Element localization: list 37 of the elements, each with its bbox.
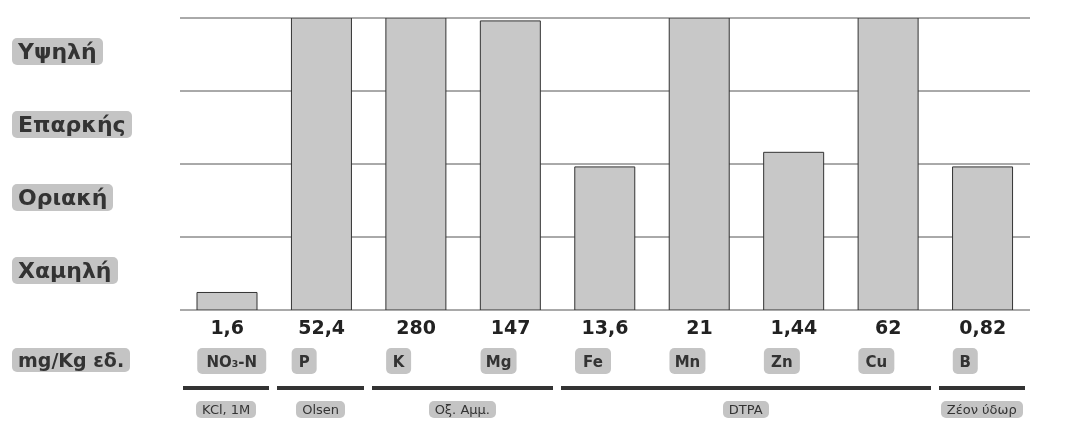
text: 52,4 [297, 316, 347, 338]
text: 147 [489, 316, 532, 338]
x-tick-label: Mg [485, 353, 512, 371]
bar [196, 291, 258, 310]
x-tick-label: Mn [674, 353, 701, 371]
x-tick-label: Fe [583, 353, 603, 371]
bar [668, 18, 730, 310]
x-tick-label: Zn [771, 353, 793, 371]
text: 62 [874, 316, 903, 338]
bar [479, 20, 541, 310]
text: Ζέον ύδωρ [940, 401, 1023, 418]
bar [952, 166, 1014, 310]
text: Επαρκής [12, 110, 132, 138]
text: 1,44 [769, 316, 819, 338]
text: KCl, 1M [196, 401, 257, 418]
text: Χαμηλή [12, 256, 118, 284]
x-tick-label: Cu [865, 353, 888, 371]
text: Οξ. Αμμ. [428, 401, 496, 418]
text: 280 [395, 316, 437, 338]
bar [385, 18, 447, 310]
text: 13,6 [580, 316, 630, 338]
bar [857, 18, 919, 310]
y-axis-title: mg/Kg εδ. [12, 348, 131, 372]
x-tick-label: NO₃-N [206, 353, 258, 371]
bar [574, 166, 636, 310]
bar [763, 151, 825, 310]
text: 21 [685, 316, 714, 338]
x-tick-label: P [298, 353, 310, 371]
x-tick-label: B [959, 353, 971, 371]
text: Οριακή [12, 183, 114, 211]
text: Olsen [296, 401, 346, 418]
x-tick-label: K [392, 353, 406, 371]
text: 0,82 [958, 316, 1008, 338]
text: DTPA [722, 401, 769, 418]
text: Υψηλή [12, 37, 103, 65]
bar [290, 18, 352, 310]
text: 1,6 [209, 316, 246, 338]
